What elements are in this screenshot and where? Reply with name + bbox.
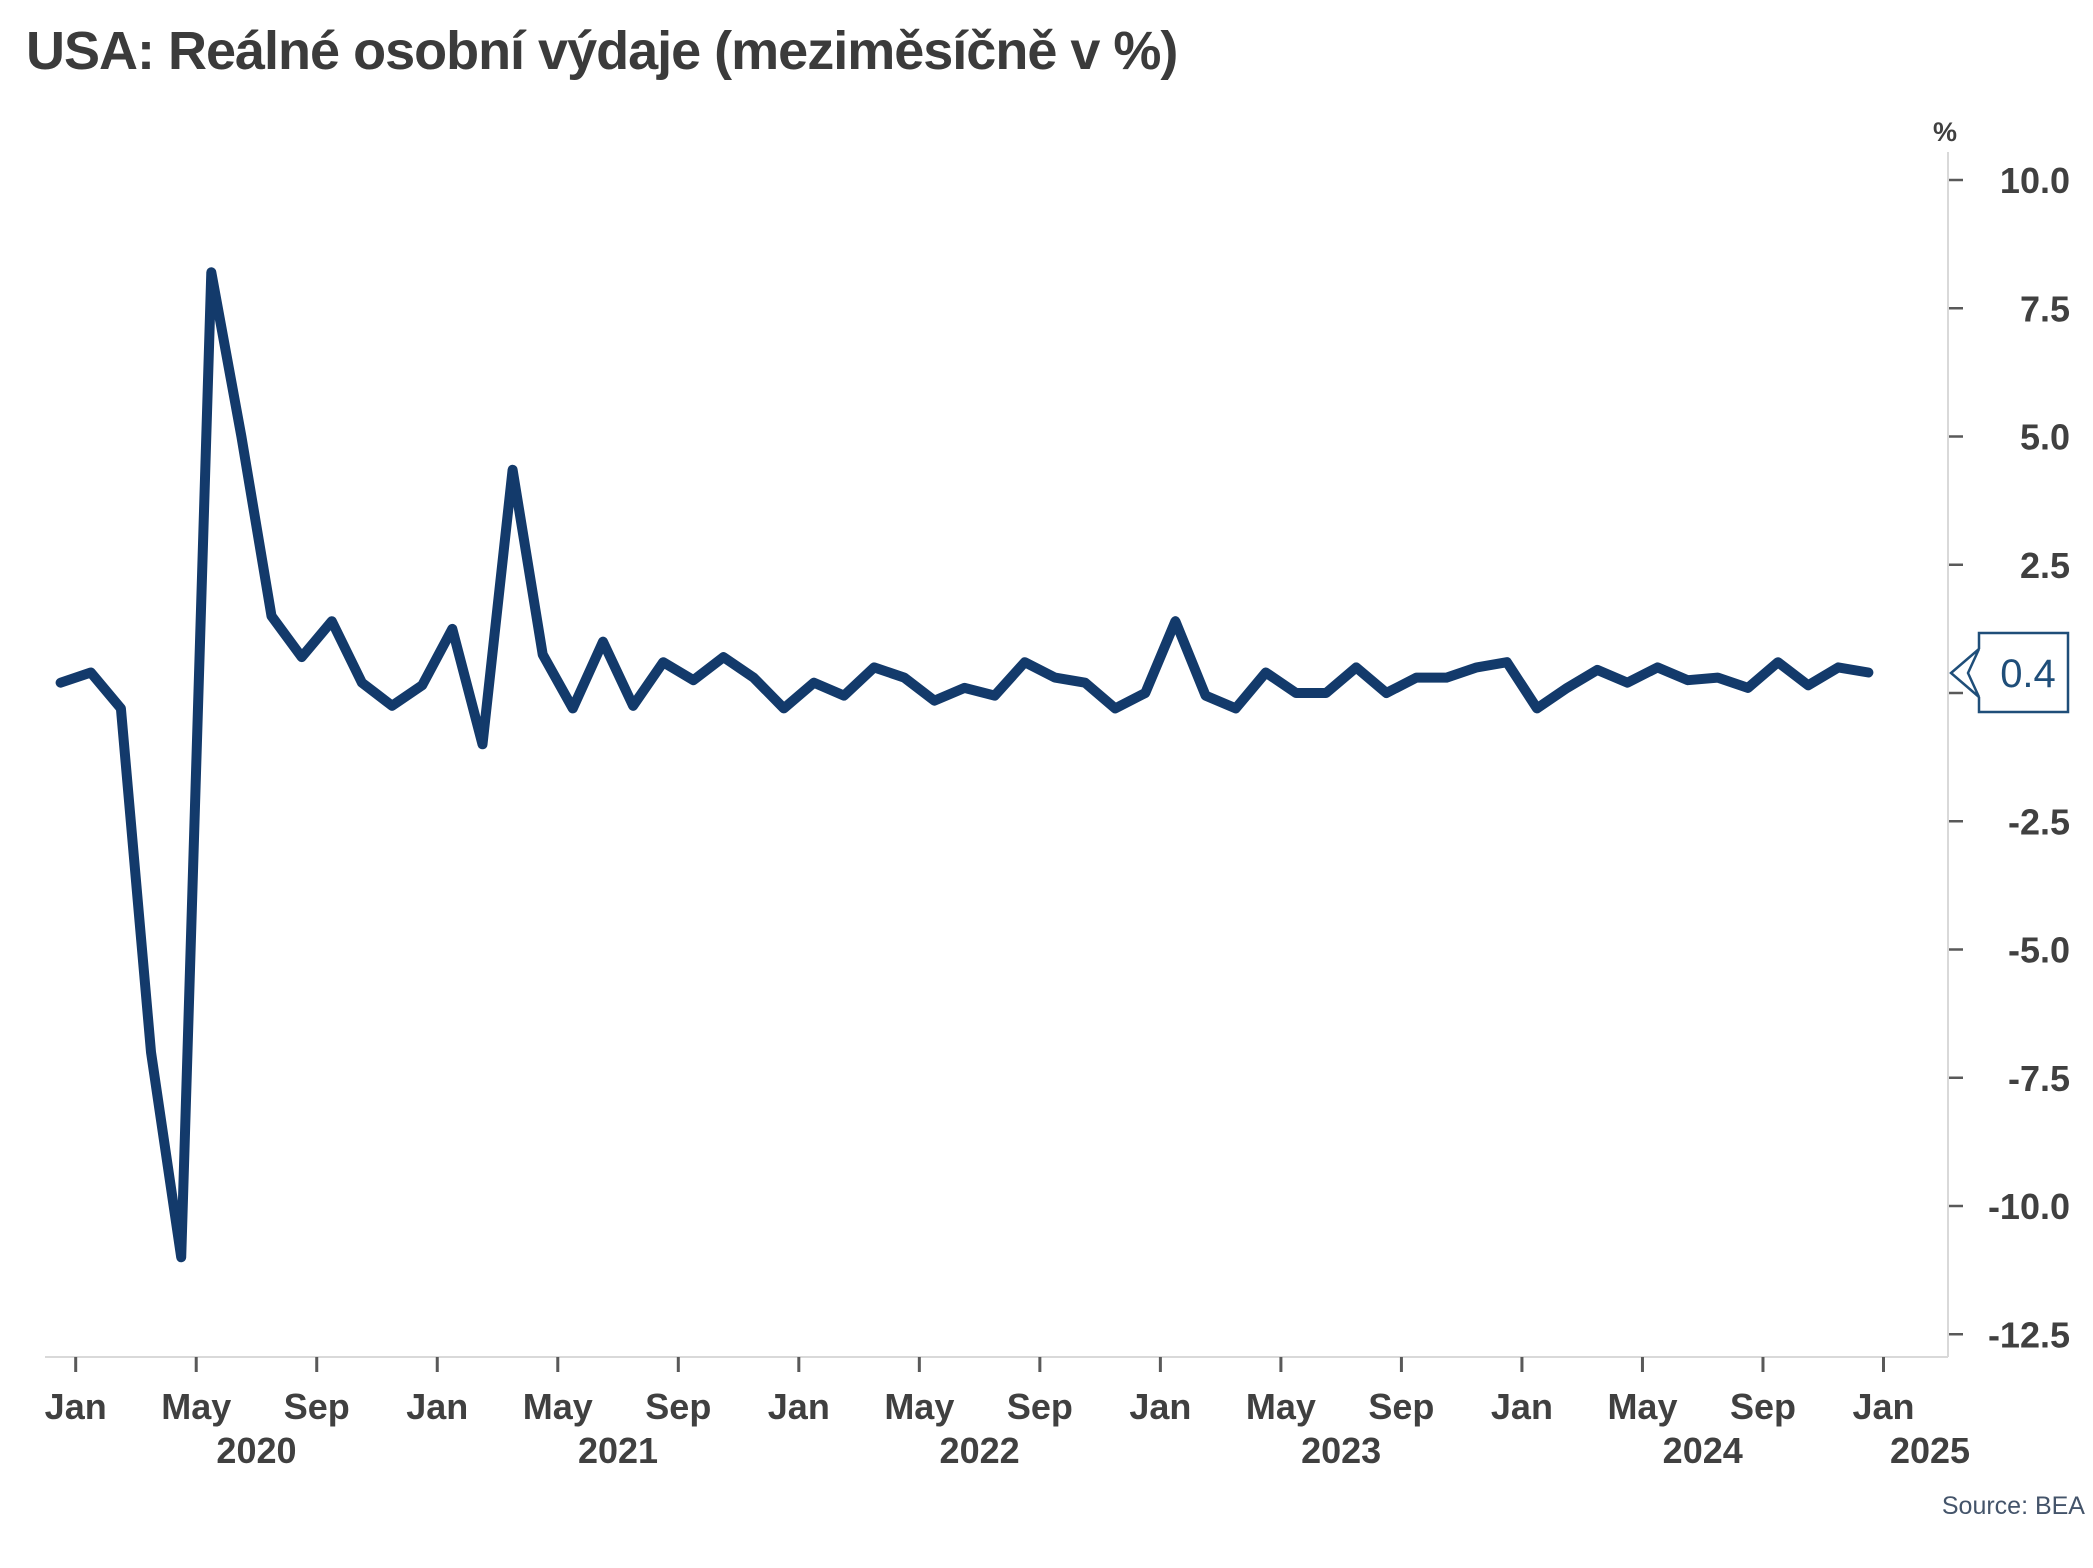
callout-arrow-icon	[1949, 648, 1981, 698]
x-tick-label: Jan	[768, 1386, 830, 1427]
x-year-label: 2024	[1663, 1430, 1743, 1471]
data-line	[55, 267, 1874, 1263]
x-tick-label: May	[1246, 1386, 1316, 1427]
chart-title: USA: Reálné osobní výdaje (meziměsíčně v…	[26, 21, 1178, 81]
x-tick-label: Jan	[1129, 1386, 1191, 1427]
x-tick-label: Jan	[406, 1386, 468, 1427]
x-year-label: 2025	[1890, 1430, 1970, 1471]
y-tick-label: 10.0	[2000, 160, 2070, 201]
x-year-label: 2023	[1301, 1430, 1381, 1471]
y-axis-ticks: 10.0 7.5 5.0 2.5 -2.5 -5.0 -7.5 -10.0 -12.5	[1949, 160, 2070, 1355]
y-tick-label: -5.0	[2008, 930, 2070, 971]
x-axis-ticks: Jan May Sep Jan May Sep Jan May Sep Jan May Sep Jan M…	[45, 1357, 1970, 1471]
y-tick-label: -10.0	[1988, 1186, 2070, 1227]
source-note: Source: BEA	[1941, 1492, 2085, 1520]
last-value-callout: 0.4	[1949, 631, 2070, 714]
axes	[45, 152, 1949, 1358]
x-year-label: 2020	[216, 1430, 296, 1471]
callout-box	[1977, 631, 2070, 714]
x-tick-label: May	[1607, 1386, 1677, 1427]
y-tick-label: 7.5	[2020, 288, 2070, 329]
x-tick-label: Jan	[45, 1386, 107, 1427]
x-tick-label: Sep	[1368, 1386, 1434, 1427]
x-tick-label: Sep	[645, 1386, 711, 1427]
x-year-label: 2022	[940, 1430, 1020, 1471]
x-tick-label: May	[884, 1386, 954, 1427]
callout-value: 0.4	[2000, 652, 2056, 696]
x-tick-label: Jan	[1852, 1386, 1914, 1427]
x-tick-label: May	[161, 1386, 231, 1427]
x-tick-label: Sep	[284, 1386, 350, 1427]
y-tick-label: -12.5	[1988, 1314, 2070, 1355]
y-tick-label: -2.5	[2008, 801, 2070, 842]
x-tick-label: Sep	[1730, 1386, 1796, 1427]
y-tick-label: 2.5	[2020, 545, 2070, 586]
x-tick-label: Jan	[1491, 1386, 1553, 1427]
data-series	[55, 267, 1874, 1263]
x-tick-label: Sep	[1007, 1386, 1073, 1427]
x-year-label: 2021	[578, 1430, 658, 1471]
x-tick-label: May	[523, 1386, 593, 1427]
y-tick-label: -7.5	[2008, 1058, 2070, 1099]
y-tick-label: 5.0	[2020, 417, 2070, 458]
y-axis-unit-label: %	[1933, 117, 1957, 147]
